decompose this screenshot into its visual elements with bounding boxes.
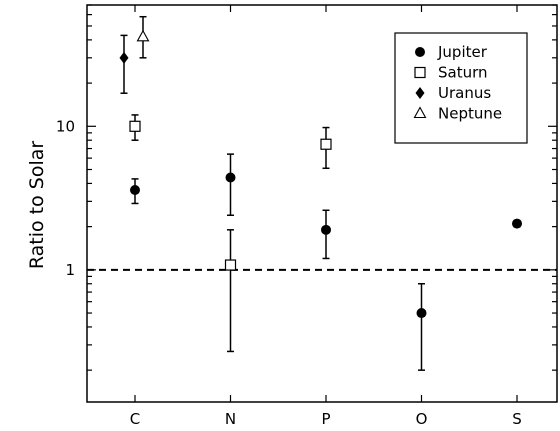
jupiter-point-group [321, 209, 331, 260]
x-tick-label: S [512, 410, 522, 428]
jupiter-point-group [512, 218, 522, 229]
marks-layer [119, 15, 522, 371]
legend-label-saturn: Saturn [438, 64, 488, 82]
legend-label-uranus: Uranus [438, 84, 491, 102]
saturn-marker [224, 259, 237, 271]
x-tick-label: N [225, 410, 236, 428]
legend-marker-saturn [414, 66, 426, 79]
jupiter-point-group [130, 178, 140, 205]
legend: Jupiter Saturn Uranus Neptune [394, 32, 528, 144]
neptune-point-group [136, 15, 150, 59]
jupiter-point-group [225, 153, 236, 217]
legend-label-jupiter: Jupiter [437, 43, 488, 61]
x-tick-label: C [130, 410, 140, 428]
uranus-point-group [119, 34, 129, 94]
jupiter-marker [321, 224, 331, 235]
saturn-point-group [320, 126, 332, 170]
legend-label-neptune: Neptune [438, 105, 502, 123]
saturn-point-group [224, 229, 237, 353]
jupiter-marker [512, 218, 522, 229]
legend-marker-uranus [415, 87, 425, 99]
jupiter-marker [225, 172, 236, 183]
neptune-marker [136, 29, 150, 42]
x-tick-label: O [416, 410, 428, 428]
saturn-marker [129, 120, 141, 132]
jupiter-point-group [416, 282, 427, 371]
y-tick-label: 10 [56, 117, 75, 135]
uranus-marker [119, 51, 129, 64]
y-axis-title: Ratio to Solar [26, 141, 48, 270]
jupiter-marker [416, 308, 427, 319]
legend-marker-neptune [413, 106, 427, 119]
legend-marker-jupiter [415, 47, 425, 57]
x-tick-label: P [321, 410, 330, 428]
jupiter-marker [130, 184, 140, 195]
saturn-marker [320, 138, 332, 150]
saturn-point-group [129, 114, 141, 141]
plot-frame [86, 4, 558, 403]
ticks-layer: C N P O S 1 10 [56, 4, 557, 428]
y-tick-label: 1 [65, 261, 75, 279]
